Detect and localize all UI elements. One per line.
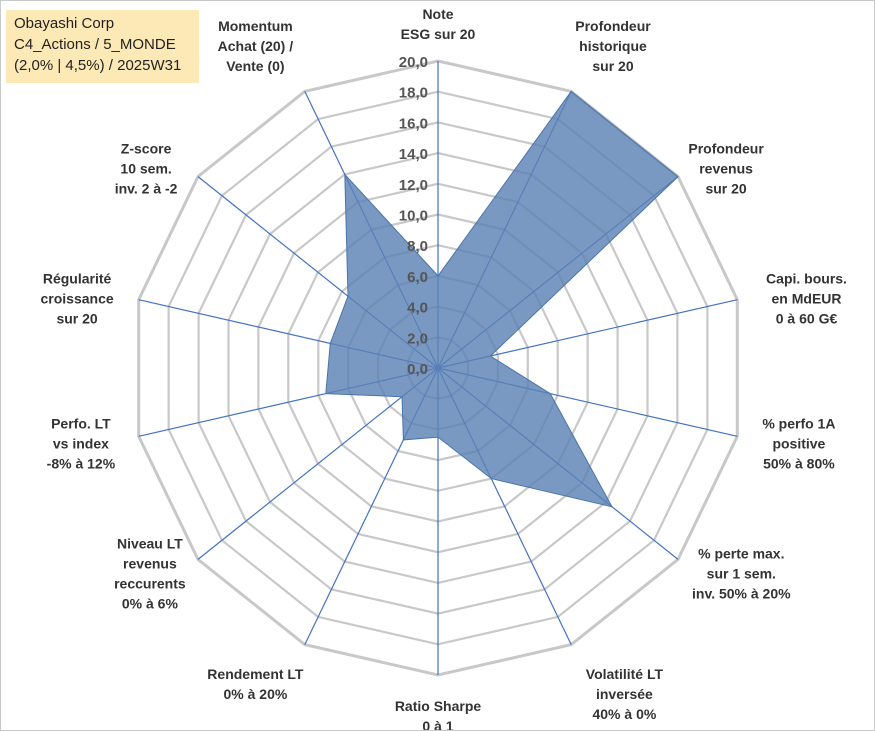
title-line-1: Obayashi Corp [14, 15, 115, 32]
axis-label: Profondeur historique sur 20 [575, 18, 651, 74]
tick-label: 20,0 [399, 54, 428, 71]
axis-label: Régularité croissance sur 20 [41, 271, 114, 327]
axis-label: Note ESG sur 20 [401, 6, 476, 42]
axis-label: % perte max. sur 1 sem. inv. 50% à 20% [692, 546, 791, 602]
axis-label: Capi. bours. en MdEUR 0 à 60 G€ [766, 271, 847, 327]
axis-label: Ratio Sharpe 0 à 1 [395, 698, 482, 730]
chart-title-box: Obayashi Corp C4_Actions / 5_MONDE (2,0%… [6, 10, 199, 83]
title-line-3: (2,0% | 4,5%) / 2025W31 [14, 57, 182, 74]
axis-label: Rendement LT 0% à 20% [207, 666, 304, 702]
axis-label: Volatilité LT inversée 40% à 0% [586, 666, 664, 722]
axis-label: % perfo 1A positive 50% à 80% [762, 415, 835, 471]
radar-tick-labels: 0,0 2,0 4,0 6,0 8,0 10,0 12,0 14,0 16,0 18,0 20,0 [399, 54, 428, 378]
title-line-2: C4_Actions / 5_MONDE [14, 36, 176, 53]
tick-label: 0,0 [407, 361, 428, 378]
axis-label: Niveau LT revenus reccurents 0% à 6% [114, 536, 186, 612]
axis-spoke [197, 367, 439, 560]
tick-label: 18,0 [399, 85, 428, 102]
axis-label: Profondeur revenus sur 20 [688, 140, 764, 196]
tick-label: 14,0 [399, 146, 428, 163]
radar-axis-labels: Note ESG sur 20 Profondeur historique sur 20… [41, 6, 847, 730]
radar-series [325, 90, 679, 508]
tick-label: 8,0 [407, 238, 428, 255]
tick-label: 2,0 [407, 330, 428, 347]
axis-label: Z-score 10 sem. inv. 2 à -2 [115, 140, 178, 196]
tick-label: 10,0 [399, 208, 428, 225]
axis-label: Perfo. LT vs index -8% à 12% [47, 415, 116, 471]
axis-label: Momentum Achat (20) / Vente (0) [218, 18, 294, 74]
tick-label: 4,0 [407, 300, 428, 317]
tick-label: 12,0 [399, 177, 428, 194]
tick-label: 16,0 [399, 115, 428, 132]
tick-label: 6,0 [407, 269, 428, 286]
series-area [325, 90, 679, 508]
